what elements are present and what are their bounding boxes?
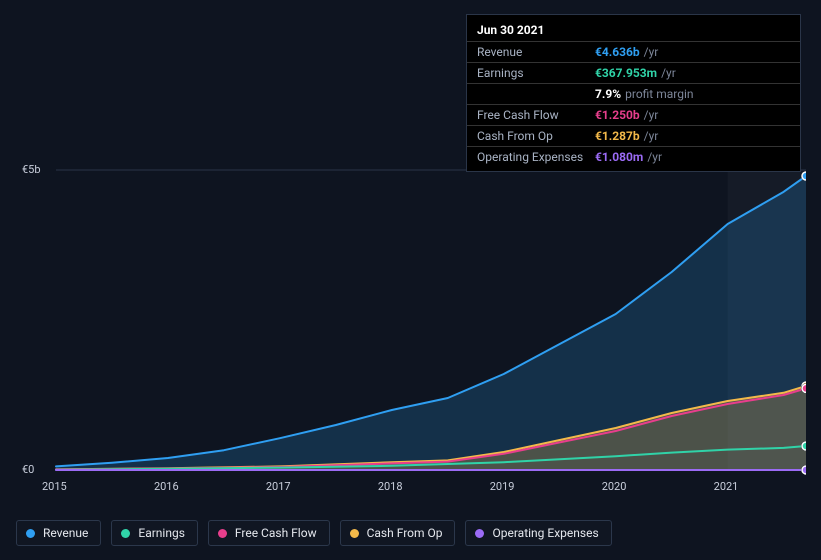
legend-swatch	[26, 529, 35, 538]
tooltip-margin-pct: 7.9%	[595, 87, 621, 101]
tooltip-label: Revenue	[477, 45, 595, 59]
tooltip-value: €4.636b	[595, 45, 640, 59]
tooltip-unit: /yr	[644, 129, 659, 143]
tooltip-row-fcf: Free Cash Flow €1.250b /yr	[467, 105, 800, 126]
tooltip-unit: /yr	[644, 45, 659, 59]
tooltip-label: Cash From Op	[477, 129, 595, 143]
legend-swatch	[350, 529, 359, 538]
tooltip-label: Earnings	[477, 66, 595, 80]
legend-item-revenue[interactable]: Revenue	[16, 520, 101, 546]
x-axis-label: 2015	[42, 480, 67, 493]
tooltip-row-margin: 7.9% profit margin	[467, 84, 800, 105]
x-axis-label: 2019	[490, 480, 515, 493]
tooltip-value: €1.287b	[595, 129, 640, 143]
legend-label: Revenue	[43, 526, 88, 540]
legend-label: Cash From Op	[367, 526, 443, 540]
tooltip-unit: /yr	[644, 108, 659, 122]
legend-item-opex[interactable]: Operating Expenses	[465, 520, 611, 546]
legend: Revenue Earnings Free Cash Flow Cash Fro…	[16, 520, 612, 546]
x-axis-label: 2016	[154, 480, 179, 493]
y-axis-label: €5b	[22, 163, 41, 176]
tooltip-value: €367.953m	[595, 66, 657, 80]
tooltip-row-cfo: Cash From Op €1.287b /yr	[467, 126, 800, 147]
chart-area[interactable]: €5b €0 2015 2016 2017 2018 2019 2020 2021	[16, 150, 806, 510]
x-axis-label: 2020	[602, 480, 627, 493]
tooltip-margin-text: profit margin	[625, 87, 693, 101]
tooltip-value: €1.250b	[595, 108, 640, 122]
tooltip-panel: Jun 30 2021 Revenue €4.636b /yr Earnings…	[466, 14, 801, 172]
earnings-chart-svg	[16, 150, 806, 510]
tooltip-row-earnings: Earnings €367.953m /yr	[467, 63, 800, 84]
tooltip-date: Jun 30 2021	[467, 19, 800, 42]
x-axis-label: 2018	[378, 480, 403, 493]
tooltip-unit: /yr	[647, 150, 662, 164]
tooltip-value: €1.080m	[595, 150, 643, 164]
tooltip-label: Free Cash Flow	[477, 108, 595, 122]
legend-item-cfo[interactable]: Cash From Op	[340, 520, 456, 546]
legend-item-fcf[interactable]: Free Cash Flow	[208, 520, 330, 546]
tooltip-row-opex: Operating Expenses €1.080m /yr	[467, 147, 800, 167]
legend-label: Free Cash Flow	[235, 526, 317, 540]
legend-swatch	[475, 529, 484, 538]
tooltip-row-revenue: Revenue €4.636b /yr	[467, 42, 800, 63]
legend-swatch	[121, 529, 130, 538]
x-axis-label: 2017	[266, 480, 291, 493]
x-axis-label: 2021	[714, 480, 739, 493]
legend-label: Earnings	[138, 526, 185, 540]
tooltip-label: Operating Expenses	[477, 150, 595, 164]
legend-label: Operating Expenses	[492, 526, 598, 540]
legend-swatch	[218, 529, 227, 538]
y-axis-label: €0	[22, 463, 34, 476]
tooltip-unit: /yr	[661, 66, 676, 80]
legend-item-earnings[interactable]: Earnings	[111, 520, 198, 546]
